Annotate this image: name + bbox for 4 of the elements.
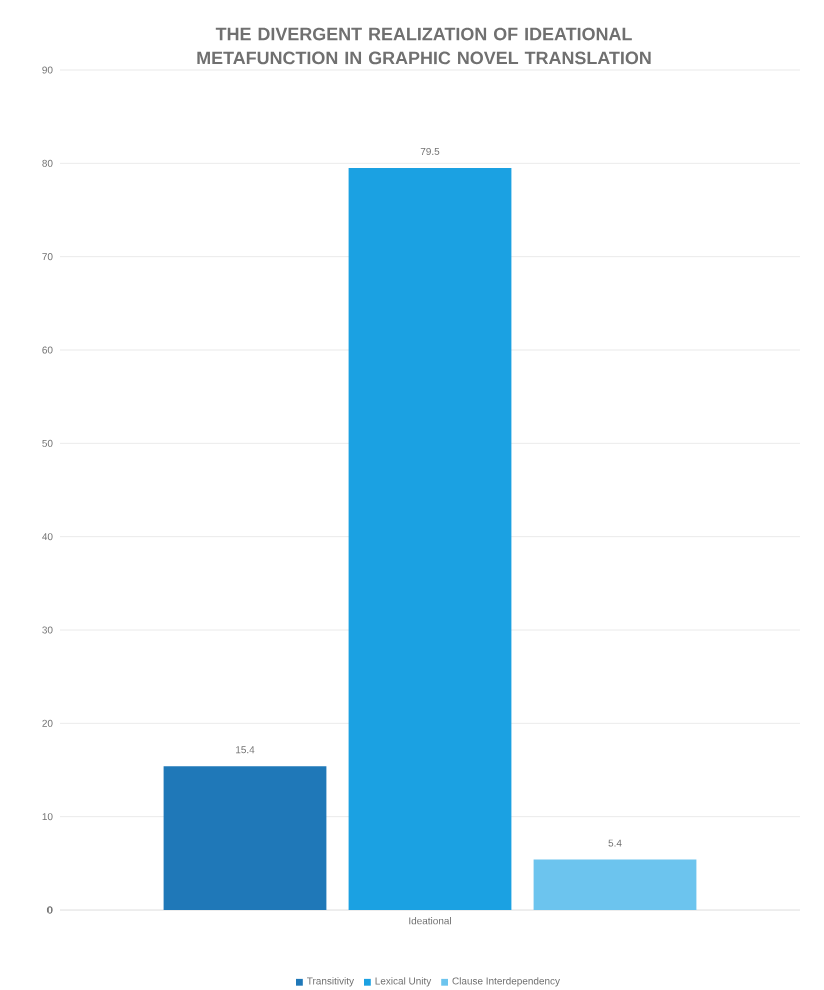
bar	[533, 859, 697, 910]
bar	[163, 766, 327, 910]
bar	[348, 167, 512, 910]
chart-title: THE DIVERGENT REALIZATION OF IDEATIONAL METAFUNCTION IN GRAPHIC NOVEL TRANSLATION	[197, 27, 651, 65]
